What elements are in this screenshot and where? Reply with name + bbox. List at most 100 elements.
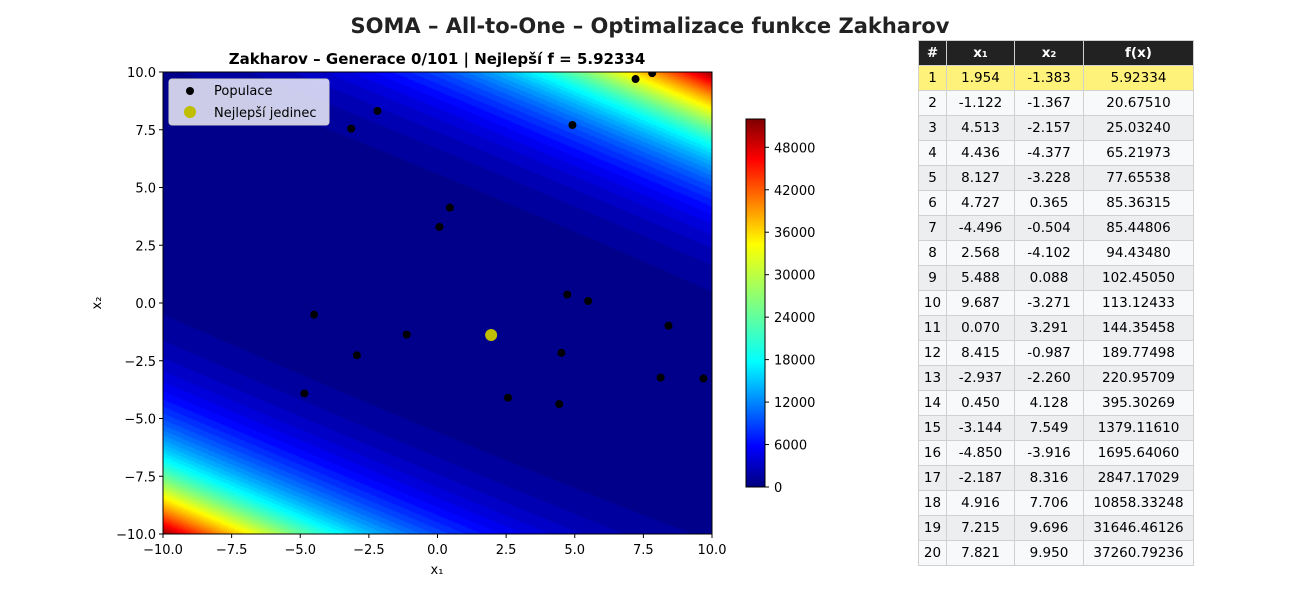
population-point bbox=[584, 296, 593, 305]
colorbar-tick-label: 48000 bbox=[774, 141, 815, 156]
cell-x1: 0.450 bbox=[946, 390, 1015, 416]
population-point bbox=[656, 373, 665, 382]
population-point bbox=[445, 203, 454, 212]
table-row: 4 4.436 -4.377 65.21973 bbox=[918, 140, 1194, 166]
figure-title: SOMA – All-to-One – Optimalizace funkce … bbox=[350, 14, 950, 38]
population-point bbox=[503, 393, 512, 402]
cell-fx: 189.77498 bbox=[1083, 340, 1194, 366]
table-row: 17 -2.187 8.316 2847.17029 bbox=[918, 465, 1194, 491]
cell-index: 17 bbox=[918, 465, 947, 491]
y-tick-label: 5.0 bbox=[135, 182, 156, 197]
best-individual-point bbox=[485, 328, 498, 341]
table-row: 15 -3.144 7.549 1379.11610 bbox=[918, 415, 1194, 441]
cell-index: 19 bbox=[918, 515, 947, 541]
population-point bbox=[648, 72, 657, 78]
cell-fx: 113.12433 bbox=[1083, 290, 1194, 316]
cell-x2: -4.377 bbox=[1014, 140, 1084, 166]
cell-x2: 0.365 bbox=[1014, 190, 1084, 216]
table-row: 1 1.954 -1.383 5.92334 bbox=[918, 65, 1194, 91]
legend-best-marker bbox=[184, 106, 196, 118]
x-axis-label: x₁ bbox=[431, 563, 444, 578]
x-tick-label: 2.5 bbox=[496, 543, 517, 558]
cell-fx: 102.45050 bbox=[1083, 265, 1194, 291]
cell-x1: 2.568 bbox=[946, 240, 1015, 266]
cell-index: 8 bbox=[918, 240, 947, 266]
y-axis-label: x₂ bbox=[90, 297, 105, 310]
cell-index: 5 bbox=[918, 165, 947, 191]
cell-index: 1 bbox=[918, 65, 947, 91]
population-point bbox=[310, 310, 319, 319]
table-row: 10 9.687 -3.271 113.12433 bbox=[918, 290, 1194, 316]
population-point bbox=[300, 389, 309, 398]
table-row: 2 -1.122 -1.367 20.67510 bbox=[918, 90, 1194, 116]
cell-fx: 85.44806 bbox=[1083, 215, 1194, 241]
table-row: 9 5.488 0.088 102.45050 bbox=[918, 265, 1194, 291]
cell-x1: -4.850 bbox=[946, 440, 1015, 466]
cell-fx: 395.30269 bbox=[1083, 390, 1194, 416]
y-tick-label: 10.0 bbox=[127, 66, 156, 81]
cell-index: 20 bbox=[918, 540, 947, 566]
y-tick-label: −5.0 bbox=[124, 413, 156, 428]
colorbar-tick-label: 18000 bbox=[774, 354, 815, 369]
cell-x1: 7.821 bbox=[946, 540, 1015, 566]
cell-x1: 4.436 bbox=[946, 140, 1015, 166]
cell-x1: -1.122 bbox=[946, 90, 1015, 116]
x-tick-label: 7.5 bbox=[633, 543, 654, 558]
legend-population-marker bbox=[186, 87, 194, 95]
x-tick-label: 0.0 bbox=[427, 543, 448, 558]
cell-index: 10 bbox=[918, 290, 947, 316]
cell-x1: 0.070 bbox=[946, 315, 1015, 341]
cell-x1: 4.916 bbox=[946, 490, 1015, 516]
cell-x1: -3.144 bbox=[946, 415, 1015, 441]
y-tick-label: 7.5 bbox=[135, 124, 156, 139]
x-tick-label: 10.0 bbox=[698, 543, 727, 558]
cell-x2: 0.088 bbox=[1014, 265, 1084, 291]
table-row: 20 7.821 9.950 37260.79236 bbox=[918, 540, 1194, 566]
table-row: 12 8.415 -0.987 189.77498 bbox=[918, 340, 1194, 366]
x-tick-label: −10.0 bbox=[143, 543, 183, 558]
population-point bbox=[373, 106, 382, 115]
table-row: 7 -4.496 -0.504 85.44806 bbox=[918, 215, 1194, 241]
cell-x2: -3.228 bbox=[1014, 165, 1084, 191]
population-points bbox=[300, 72, 708, 409]
table-row: 13 -2.937 -2.260 220.95709 bbox=[918, 365, 1194, 391]
population-point bbox=[557, 348, 566, 357]
y-tick-label: 0.0 bbox=[135, 297, 156, 312]
cell-fx: 65.21973 bbox=[1083, 140, 1194, 166]
population-point bbox=[563, 290, 572, 299]
cell-fx: 144.35458 bbox=[1083, 315, 1194, 341]
y-tick-label: −10.0 bbox=[116, 528, 156, 543]
cell-fx: 37260.79236 bbox=[1083, 540, 1194, 566]
cell-x2: -3.271 bbox=[1014, 290, 1084, 316]
cell-index: 4 bbox=[918, 140, 947, 166]
cell-x2: 7.706 bbox=[1014, 490, 1084, 516]
cell-fx: 85.36315 bbox=[1083, 190, 1194, 216]
cell-x1: -2.937 bbox=[946, 365, 1015, 391]
table-row: 3 4.513 -2.157 25.03240 bbox=[918, 115, 1194, 141]
cell-x2: -2.157 bbox=[1014, 115, 1084, 141]
table-row: 8 2.568 -4.102 94.43480 bbox=[918, 240, 1194, 266]
y-tick-label: −7.5 bbox=[124, 470, 156, 485]
table-row: 16 -4.850 -3.916 1695.64060 bbox=[918, 440, 1194, 466]
col-header-x2: x₂ bbox=[1014, 40, 1084, 66]
cell-x1: -4.496 bbox=[946, 215, 1015, 241]
population-point bbox=[631, 75, 640, 84]
cell-index: 18 bbox=[918, 490, 947, 516]
contour-scatter-chart: Zakharov – Generace 0/101 | Nejlepší f =… bbox=[90, 50, 815, 578]
cell-index: 6 bbox=[918, 190, 947, 216]
cell-index: 13 bbox=[918, 365, 947, 391]
cell-x1: 4.727 bbox=[946, 190, 1015, 216]
cell-x1: 5.488 bbox=[946, 265, 1015, 291]
colorbar-tick-label: 12000 bbox=[774, 396, 815, 411]
cell-x1: 7.215 bbox=[946, 515, 1015, 541]
cell-fx: 31646.46126 bbox=[1083, 515, 1194, 541]
population-point bbox=[555, 400, 564, 409]
colorbar-tick-label: 0 bbox=[774, 481, 782, 496]
cell-fx: 1379.11610 bbox=[1083, 415, 1194, 441]
colorbar-tick-label: 42000 bbox=[774, 184, 815, 199]
y-axis-ticks: 10.0 7.5 5.0 2.5 0.0 −2.5 −5.0 −7.5 −10.0 bbox=[116, 66, 163, 543]
cell-fx: 25.03240 bbox=[1083, 115, 1194, 141]
cell-fx: 20.67510 bbox=[1083, 90, 1194, 116]
colorbar-ticks: 48000 42000 36000 30000 24000 18000 12000 6000 0 bbox=[765, 141, 815, 496]
cell-x2: 7.549 bbox=[1014, 415, 1084, 441]
